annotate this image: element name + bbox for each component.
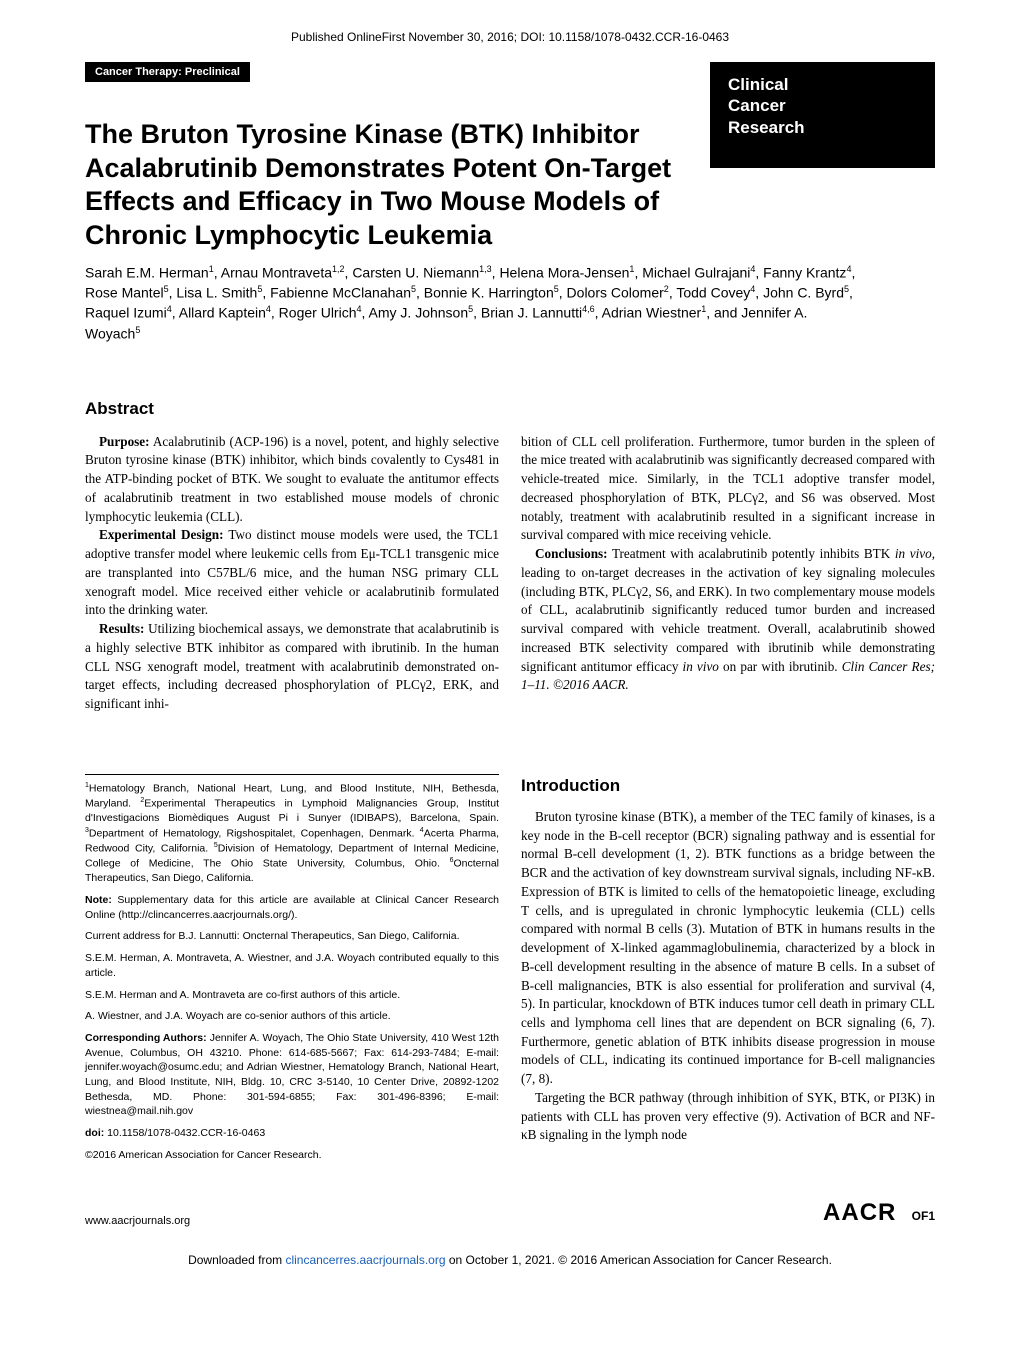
affiliations: 1Hematology Branch, National Heart, Lung… bbox=[85, 781, 499, 886]
invivo-2: in vivo bbox=[683, 659, 719, 674]
conclusions-text-c: on par with ibrutinib. bbox=[719, 659, 842, 674]
introduction-block: Introduction Bruton tyrosine kinase (BTK… bbox=[521, 774, 935, 1170]
contributed-equally: S.E.M. Herman, A. Montraveta, A. Wiestne… bbox=[85, 951, 499, 980]
page-number: OF1 bbox=[912, 1209, 935, 1223]
intro-paragraph-2: Targeting the BCR pathway (through inhib… bbox=[521, 1089, 935, 1145]
doi-label: doi: bbox=[85, 1127, 104, 1139]
download-suffix: on October 1, 2021. © 2016 American Asso… bbox=[446, 1253, 832, 1267]
introduction-heading: Introduction bbox=[521, 774, 935, 798]
results-text: Utilizing biochemical assays, we demonst… bbox=[85, 621, 499, 711]
affiliations-block: 1Hematology Branch, National Heart, Lung… bbox=[85, 774, 499, 1170]
note-label: Note: bbox=[85, 894, 112, 906]
download-link[interactable]: clincancerres.aacrjournals.org bbox=[285, 1253, 445, 1267]
results-cont: bition of CLL cell proliferation. Furthe… bbox=[521, 434, 935, 543]
abstract-columns: Purpose: Acalabrutinib (ACP-196) is a no… bbox=[85, 433, 935, 714]
download-line: Downloaded from clincancerres.aacrjourna… bbox=[85, 1252, 935, 1269]
journal-line-3: Research bbox=[728, 117, 913, 138]
note-text: Supplementary data for this article are … bbox=[85, 894, 499, 921]
lower-section: 1Hematology Branch, National Heart, Lung… bbox=[85, 774, 935, 1170]
footer-url: www.aacrjournals.org bbox=[85, 1215, 190, 1227]
purpose-label: Purpose: bbox=[99, 434, 150, 449]
journal-name: Clinical Cancer Research bbox=[710, 62, 935, 168]
doi-value: 10.1158/1078-0432.CCR-16-0463 bbox=[104, 1127, 265, 1139]
abstract-right-col: bition of CLL cell proliferation. Furthe… bbox=[521, 433, 935, 714]
invivo-1: in vivo bbox=[895, 546, 932, 561]
conclusions-text-b: , leading to on-target decreases in the … bbox=[521, 546, 935, 673]
corresponding-label: Corresponding Authors: bbox=[85, 1032, 207, 1044]
abstract-heading: Abstract bbox=[85, 399, 935, 419]
cosenior-authors: A. Wiestner, and J.A. Woyach are co-seni… bbox=[85, 1009, 499, 1024]
author-list: Sarah E.M. Herman1, Arnau Montraveta1,2,… bbox=[85, 263, 865, 344]
results-label: Results: bbox=[99, 621, 144, 636]
intro-paragraph-1: Bruton tyrosine kinase (BTK), a member o… bbox=[521, 808, 935, 1089]
category-badge: Cancer Therapy: Preclinical bbox=[85, 62, 250, 82]
abstract-left-col: Purpose: Acalabrutinib (ACP-196) is a no… bbox=[85, 433, 499, 714]
conclusions-text-a: Treatment with acalabrutinib potently in… bbox=[608, 546, 895, 561]
journal-line-2: Cancer bbox=[728, 95, 913, 116]
page-footer: www.aacrjournals.org AACR OF1 bbox=[85, 1199, 935, 1227]
conclusions-label: Conclusions: bbox=[535, 546, 608, 561]
download-prefix: Downloaded from bbox=[188, 1253, 285, 1267]
journal-line-1: Clinical bbox=[728, 74, 913, 95]
design-label: Experimental Design: bbox=[99, 527, 224, 542]
current-address: Current address for B.J. Lannutti: Oncte… bbox=[85, 929, 499, 944]
copyright-line: ©2016 American Association for Cancer Re… bbox=[85, 1148, 499, 1163]
article-title: The Bruton Tyrosine Kinase (BTK) Inhibit… bbox=[85, 118, 685, 253]
cofirst-authors: S.E.M. Herman and A. Montraveta are co-f… bbox=[85, 988, 499, 1003]
corresponding-text: Jennifer A. Woyach, The Ohio State Unive… bbox=[85, 1032, 499, 1117]
publication-line: Published OnlineFirst November 30, 2016;… bbox=[85, 30, 935, 44]
aacr-logo: AACR bbox=[823, 1199, 896, 1226]
